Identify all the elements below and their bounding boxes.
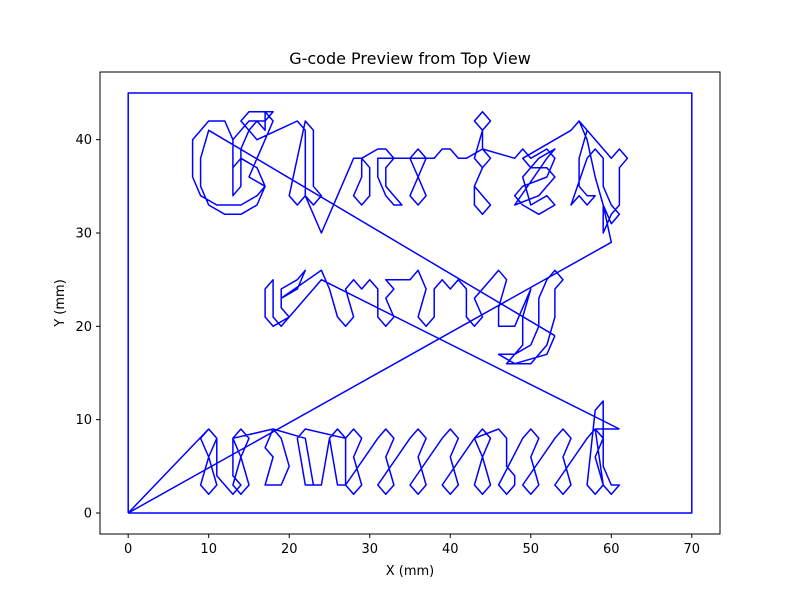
toolpath-line-4 <box>127 110 629 514</box>
x-tick-label: 0 <box>124 542 132 557</box>
y-axis: 0 10 20 30 40 <box>75 133 100 522</box>
x-tick-label: 30 <box>361 542 378 557</box>
y-tick-label: 40 <box>75 133 92 148</box>
y-tick-label: 20 <box>75 320 92 335</box>
toolpath-line-2 <box>127 400 621 514</box>
x-tick-label: 10 <box>200 542 217 557</box>
x-axis: 0 10 20 30 40 50 60 70 <box>124 534 700 557</box>
chart-title: G-code Preview from Top View <box>289 49 531 68</box>
toolpath-line-1 <box>127 92 693 514</box>
y-tick-label: 10 <box>75 413 92 428</box>
axes-frame <box>99 71 721 535</box>
plot-area <box>127 92 693 514</box>
y-axis-label: Y (mm) <box>53 279 68 328</box>
x-tick-label: 40 <box>442 542 459 557</box>
x-tick-label: 20 <box>281 542 298 557</box>
x-axis-label: X (mm) <box>386 564 435 579</box>
x-tick-label: 70 <box>684 542 701 557</box>
x-tick-label: 50 <box>523 542 540 557</box>
y-tick-label: 30 <box>75 227 92 242</box>
x-tick-label: 60 <box>603 542 620 557</box>
toolpath-line-3 <box>264 269 620 430</box>
y-tick-label: 0 <box>84 507 92 522</box>
